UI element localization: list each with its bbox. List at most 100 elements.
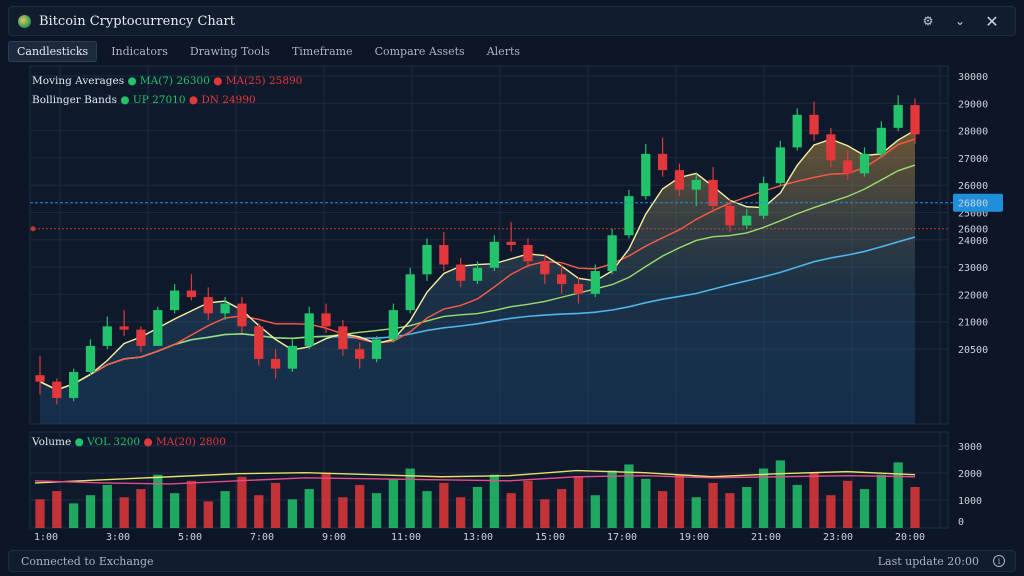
volume-bar: [657, 491, 668, 528]
settings-icon[interactable]: ⚙: [922, 14, 934, 28]
volume-bar: [371, 493, 382, 528]
candle: [304, 306, 314, 350]
candle: [775, 140, 786, 187]
volume-bar: [826, 495, 836, 528]
y-tick-label: 20500: [958, 345, 988, 356]
candle-body: [624, 196, 634, 236]
volume-bar: [641, 478, 651, 528]
y-tick-label: 28000: [958, 127, 988, 138]
volume-bar: [220, 491, 230, 528]
y-tick-label: 27000: [958, 154, 988, 165]
x-tick-label: 20:00: [895, 532, 925, 543]
candle: [540, 254, 550, 285]
volume-bar: [843, 480, 853, 528]
volume-bar: [422, 491, 432, 528]
candle: [270, 349, 281, 379]
candle: [742, 209, 752, 229]
candle: [489, 235, 499, 272]
volume-bar: [85, 495, 96, 528]
candle-body: [725, 205, 735, 226]
volume-bar: [287, 499, 298, 528]
x-tick-label: 3:00: [106, 532, 130, 543]
tab-drawing-tools[interactable]: Drawing Tools: [189, 44, 270, 58]
candle: [758, 176, 769, 219]
candle: [136, 326, 146, 353]
legend-value: ● MA(20) 2800: [143, 436, 225, 448]
y-tick-label: 24000: [958, 236, 988, 247]
close-icon[interactable]: ✕: [985, 11, 999, 31]
candle: [254, 323, 264, 366]
candle-body: [237, 303, 247, 327]
candle-body: [607, 235, 617, 272]
volume-bar: [388, 478, 398, 528]
candle: [624, 189, 634, 239]
candle: [708, 166, 718, 213]
candle-body: [859, 153, 870, 174]
window-title: Bitcoin Cryptocurrency Chart: [39, 13, 235, 29]
candle: [472, 261, 483, 285]
volume-bar: [254, 495, 264, 528]
volume-bar: [758, 468, 769, 528]
candle-body: [338, 326, 348, 350]
volume-bar: [624, 464, 634, 528]
candle: [792, 108, 802, 151]
volume-bar: [321, 472, 331, 528]
toolbar-tabs: Candlesticks Indicators Drawing Tools Ti…: [8, 40, 1016, 62]
candle: [859, 147, 870, 177]
tab-candlesticks[interactable]: Candlesticks: [8, 40, 98, 62]
legend-value: ● UP 27010: [120, 94, 189, 106]
candle-body: [523, 245, 533, 262]
candle: [388, 303, 398, 343]
candle-body: [321, 313, 331, 327]
info-icon[interactable]: i: [993, 555, 1005, 567]
candle: [52, 378, 62, 405]
y-tick-label: 30000: [958, 72, 988, 83]
candle: [405, 267, 415, 314]
ma-slow-line: [39, 164, 916, 391]
volume-bar: [203, 501, 213, 528]
volume-bar: [775, 460, 786, 528]
candle: [456, 258, 466, 288]
y-tick-label: 22000: [958, 290, 988, 301]
candle: [371, 336, 382, 363]
candle-body: [169, 290, 180, 311]
tab-indicators[interactable]: Indicators: [111, 44, 168, 58]
candle-body: [304, 313, 314, 346]
volume-y-tick-label: 0: [958, 517, 964, 528]
candle-body: [52, 381, 62, 398]
ma-mid-line: [39, 138, 916, 391]
y-tick-label: 23000: [958, 263, 988, 274]
tab-compare-assets[interactable]: Compare Assets: [374, 44, 465, 58]
candle: [287, 339, 298, 372]
candle: [85, 339, 96, 376]
tab-timeframe[interactable]: Timeframe: [291, 44, 353, 58]
legend-label: Volume: [31, 436, 75, 448]
tab-alerts[interactable]: Alerts: [486, 44, 521, 58]
candle-body: [388, 310, 398, 340]
legend-value: ● MA(25) 25890: [213, 75, 302, 87]
volume-bar: [456, 497, 466, 528]
volume-bar: [153, 474, 163, 528]
x-tick-label: 23:00: [823, 532, 853, 543]
volume-y-tick-label: 2000: [958, 469, 982, 480]
candle: [691, 173, 701, 206]
volume-bar: [557, 489, 567, 528]
connection-status: Connected to Exchange: [21, 554, 154, 568]
candle-body: [792, 114, 802, 148]
x-tick-label: 7:00: [250, 532, 274, 543]
minimize-icon[interactable]: ⌄: [954, 14, 966, 28]
candle: [69, 368, 79, 402]
candle: [237, 297, 247, 333]
volume-bar: [52, 491, 62, 528]
x-tick-label: 1:00: [34, 532, 58, 543]
candle: [674, 163, 685, 197]
candle-body: [254, 326, 264, 359]
volume-bar: [304, 489, 314, 528]
candle-body: [85, 345, 96, 372]
candle-body: [557, 274, 567, 285]
volume-bar: [237, 476, 247, 528]
y-tick-label: 26000: [958, 181, 988, 192]
legend-value: ● MA(7) 26300: [127, 75, 213, 87]
